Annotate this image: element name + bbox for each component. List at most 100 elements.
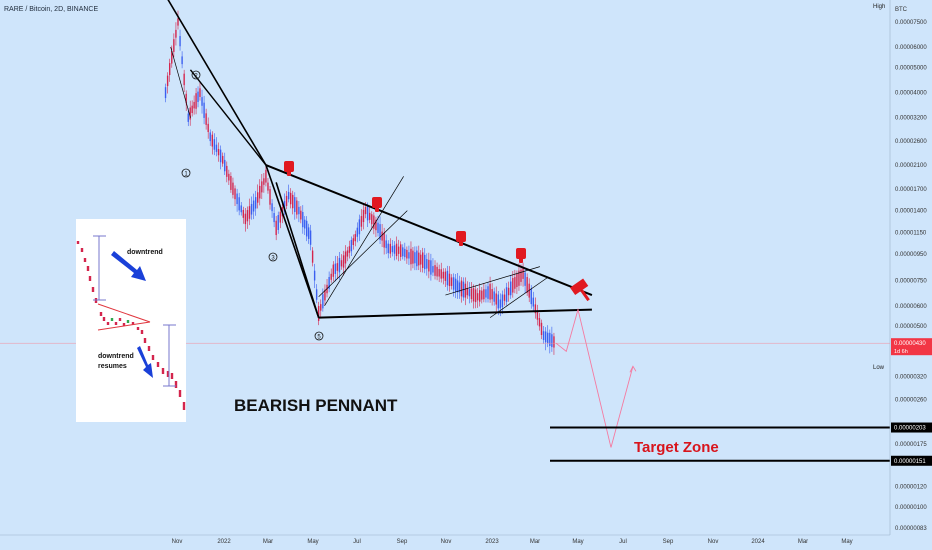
impulse-wave-line — [167, 0, 267, 166]
candle — [362, 209, 365, 223]
thumbs-down-icon — [516, 248, 526, 259]
candle — [234, 188, 236, 200]
candle — [275, 220, 277, 236]
time-axis-tick: Jul — [353, 539, 361, 545]
candle — [191, 105, 193, 114]
candle — [538, 318, 541, 327]
candle — [491, 289, 493, 300]
candle — [440, 269, 442, 279]
candle — [397, 246, 400, 254]
time-axis-tick: May — [572, 539, 583, 545]
candle — [470, 288, 473, 300]
candle — [391, 246, 394, 253]
candle — [456, 280, 459, 293]
inset-candle — [76, 241, 80, 244]
inset-candle — [106, 322, 110, 325]
inset-candle — [131, 322, 135, 325]
candle — [197, 91, 199, 102]
projection-path — [555, 307, 634, 448]
thumbs-down-icon-stem — [459, 240, 463, 246]
candle — [479, 290, 481, 302]
time-axis-tick: 2022 — [217, 539, 231, 545]
thumbs-down-icon-stem — [287, 170, 291, 176]
thumbs-down-icon-stem — [375, 206, 379, 212]
candle — [426, 259, 428, 269]
inset-candle — [166, 371, 170, 377]
candle — [209, 132, 211, 142]
inset-candle — [80, 248, 84, 252]
candle — [185, 93, 187, 104]
time-axis-tick: Nov — [172, 539, 183, 545]
candle — [487, 286, 489, 299]
gavel-icon — [570, 278, 590, 302]
candle — [393, 245, 396, 254]
inset-pennant-lower — [97, 321, 151, 331]
candle — [444, 271, 447, 281]
candle — [421, 252, 424, 268]
inset-candle — [118, 318, 122, 321]
candle — [211, 134, 214, 147]
candle — [217, 148, 220, 156]
candle — [199, 88, 201, 97]
candle — [168, 63, 171, 76]
current-price-tag-timer: 1d 6h — [894, 349, 908, 355]
candle — [424, 254, 426, 270]
thumbs-down-icon — [284, 161, 294, 172]
candle — [232, 182, 234, 195]
price-axis-tick: 0.00001150 — [895, 231, 927, 237]
candle — [257, 192, 259, 203]
candle — [336, 263, 339, 271]
inset-candle — [86, 266, 90, 271]
price-axis-tick: 0.00004000 — [895, 91, 927, 97]
projection-arrowhead — [629, 365, 637, 373]
candle — [230, 176, 232, 190]
target-upper-price-tag-bg — [891, 422, 932, 433]
candle — [193, 101, 195, 109]
candle — [279, 211, 282, 223]
candle — [238, 197, 240, 211]
time-axis-tick: Mar — [798, 539, 808, 545]
candle — [309, 230, 312, 245]
candle — [259, 185, 261, 199]
wave-label-circle — [181, 168, 191, 178]
channel-line — [445, 266, 541, 296]
inset-candle — [151, 355, 155, 360]
candle — [201, 97, 203, 106]
channel-line — [324, 176, 404, 306]
candle — [250, 203, 253, 215]
inset-candle — [161, 368, 165, 374]
inset-candle — [156, 362, 160, 367]
candle — [489, 283, 491, 300]
candle — [356, 227, 359, 237]
wave-label: 2 — [194, 74, 198, 80]
candle — [273, 213, 275, 223]
candle — [307, 227, 310, 239]
candle — [503, 294, 506, 301]
candle — [300, 210, 302, 220]
candle — [408, 252, 410, 259]
inset-label-downtrend-resumes-1: downtrend — [98, 353, 134, 360]
candle — [544, 331, 547, 343]
inset-pennant-upper — [97, 303, 151, 323]
candle — [215, 144, 218, 152]
candle — [342, 255, 345, 268]
candle — [497, 294, 499, 309]
candle — [203, 102, 205, 118]
candle — [549, 332, 551, 346]
inset-candle — [126, 320, 130, 323]
inset-candle — [114, 322, 118, 325]
candle — [505, 287, 508, 302]
inset-candle — [143, 338, 147, 343]
inset-candle — [99, 312, 103, 316]
candle — [495, 293, 497, 305]
candle — [187, 113, 189, 122]
candle — [261, 181, 263, 193]
channel-line — [489, 277, 548, 318]
candle — [221, 155, 224, 164]
bearish-pennant-example-inset: downtrend downtrend resumes — [76, 219, 186, 422]
candle — [240, 205, 242, 213]
candle — [171, 51, 173, 64]
wave-label-circle — [268, 252, 278, 262]
candle — [287, 191, 290, 200]
